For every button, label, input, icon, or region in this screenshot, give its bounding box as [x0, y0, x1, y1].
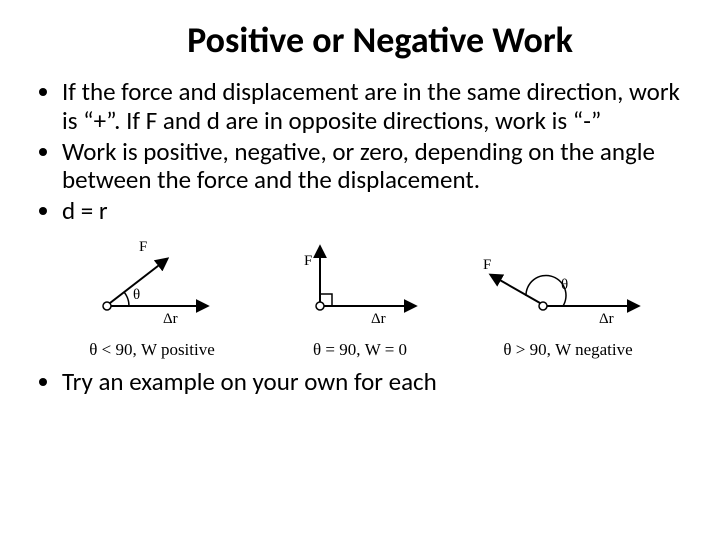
f-label-1: F [139, 239, 147, 255]
bullet-2: Work is positive, negative, or zero, dep… [62, 138, 682, 196]
bullet-list-2: Try an example on your own for each [38, 368, 682, 397]
diagram-row: F θ Δr θ < 90, W positive F [48, 230, 672, 360]
caption-1: θ < 90, W positive [48, 340, 256, 360]
caption-3: θ > 90, W negative [464, 340, 672, 360]
bullet-1: If the force and displacement are in the… [62, 78, 682, 136]
bullet-list: If the force and displacement are in the… [38, 78, 682, 226]
theta-label-3: θ [561, 277, 568, 293]
diagram-zero: F Δr θ = 90, W = 0 [256, 241, 464, 360]
slide-title: Positive or Negative Work [38, 18, 682, 62]
dr-label-3: Δr [599, 311, 614, 327]
diagram-positive: F θ Δr θ < 90, W positive [48, 241, 256, 360]
f-label-2: F [304, 253, 312, 269]
caption-2: θ = 90, W = 0 [256, 340, 464, 360]
dr-label-1: Δr [163, 311, 178, 327]
dr-label-2: Δr [371, 311, 386, 327]
bullet-3: d = r [62, 197, 682, 226]
bullet-4: Try an example on your own for each [62, 368, 682, 397]
diagram-negative: F θ Δr θ > 90, W negative [464, 241, 672, 360]
f-label-3: F [483, 257, 491, 273]
theta-label-1: θ [133, 287, 140, 303]
